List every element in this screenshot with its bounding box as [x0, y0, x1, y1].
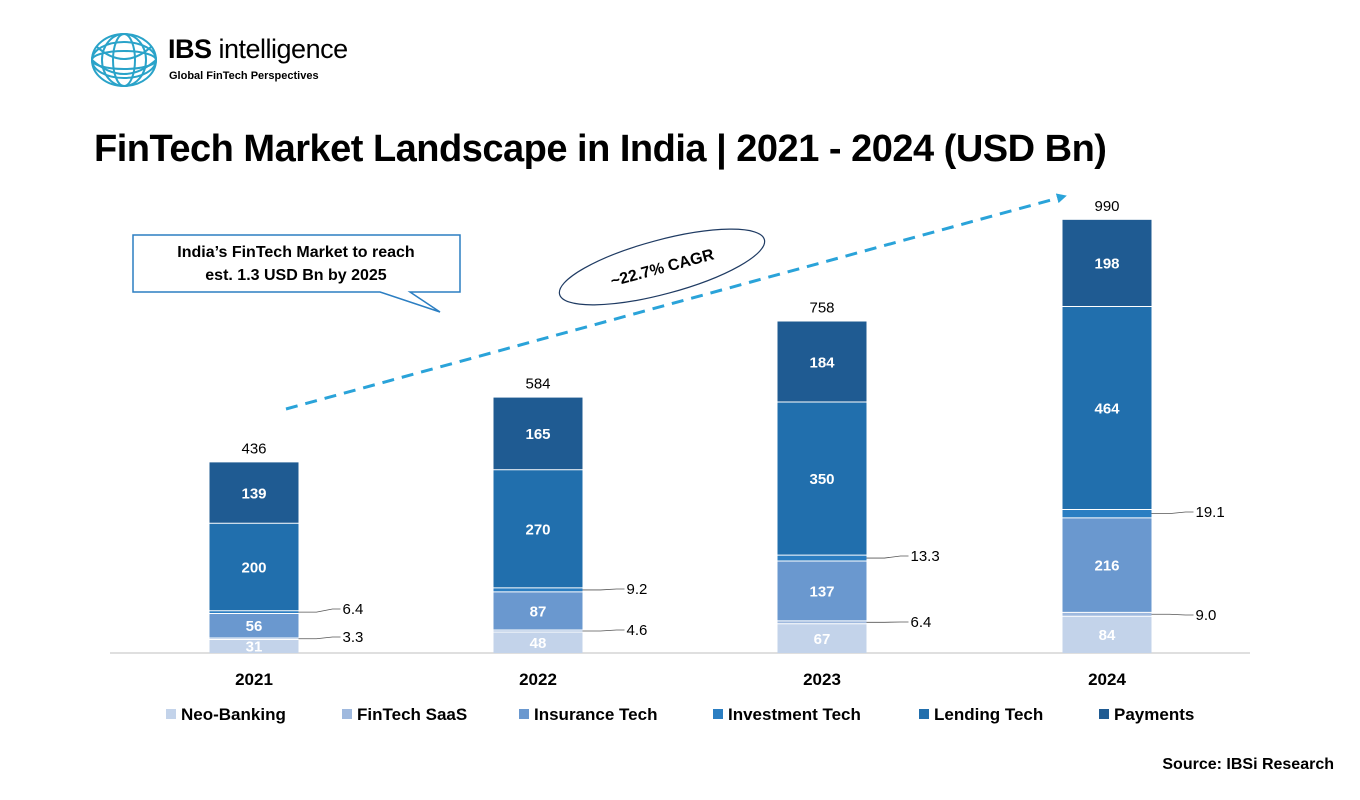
data-label-investment-tech-2021: 6.4 [343, 601, 364, 618]
data-label-neo-banking-2024: 84 [1099, 627, 1116, 644]
data-label-neo-banking-2023: 67 [814, 631, 831, 648]
leader-line-investment-tech-2021 [298, 608, 341, 613]
bar-investment-tech-2022 [493, 587, 583, 592]
bar-lending-tech-2023 [777, 402, 867, 556]
legend-item-insurance-tech: Insurance Tech [519, 705, 657, 724]
data-label-insurance-tech-2022: 87 [530, 603, 547, 620]
data-label-payments-2022: 165 [525, 426, 550, 443]
legend-item-lending-tech: Lending Tech [919, 705, 1043, 724]
bar-payments-2021 [209, 462, 299, 524]
brand-tagline: Global FinTech Perspectives [169, 70, 319, 82]
data-label-investment-tech-2023: 13.3 [911, 548, 940, 565]
data-label-lending-tech-2022: 270 [525, 521, 550, 538]
data-label-fintech-saas-2021: 3.3 [343, 629, 364, 646]
data-label-neo-banking-2022: 48 [530, 635, 547, 652]
x-tick-label-2022: 2022 [519, 670, 557, 689]
legend-label-investment-tech: Investment Tech [728, 705, 861, 724]
legend-label-payments: Payments [1114, 705, 1194, 724]
bar-lending-tech-2024 [1062, 306, 1152, 510]
source-note: Source: IBSi Research [1162, 756, 1334, 773]
cagr-badge: ~22.7% CAGR [558, 228, 766, 306]
growth-arrow [285, 193, 1067, 411]
x-tick-label-2023: 2023 [803, 670, 841, 689]
legend-swatch-fintech-saas [342, 709, 352, 719]
data-label-payments-2024: 198 [1094, 256, 1119, 273]
data-label-insurance-tech-2024: 216 [1094, 558, 1119, 575]
bar-insurance-tech-2024 [1062, 517, 1152, 613]
legend-item-neo-banking: Neo-Banking [166, 705, 286, 724]
cagr-ellipse [558, 228, 766, 306]
data-label-investment-tech-2022: 9.2 [627, 581, 648, 598]
legend-swatch-insurance-tech [519, 709, 529, 719]
data-label-lending-tech-2021: 200 [241, 559, 266, 576]
bar-investment-tech-2021 [209, 610, 299, 614]
bar-fintech-saas-2022 [493, 629, 583, 632]
leader-line-investment-tech-2023 [866, 555, 909, 559]
data-label-payments-2021: 139 [241, 485, 266, 502]
bar-payments-2022 [493, 397, 583, 470]
data-label-fintech-saas-2023: 6.4 [911, 614, 932, 631]
legend-label-lending-tech: Lending Tech [934, 705, 1043, 724]
total-label-2022: 584 [525, 376, 550, 393]
legend-swatch-payments [1099, 709, 1109, 719]
bar-fintech-saas-2021 [209, 637, 299, 640]
data-label-insurance-tech-2021: 56 [246, 618, 263, 635]
legend-item-payments: Payments [1099, 705, 1194, 724]
bar-investment-tech-2024 [1062, 509, 1152, 518]
legend-label-neo-banking: Neo-Banking [181, 705, 286, 724]
bar-fintech-saas-2024 [1062, 612, 1152, 617]
bar-insurance-tech-2022 [493, 591, 583, 630]
bar-payments-2024 [1062, 219, 1152, 307]
bar-fintech-saas-2023 [777, 620, 867, 624]
bar-neo-banking-2024 [1062, 616, 1152, 653]
bar-investment-tech-2023 [777, 555, 867, 561]
leader-line-investment-tech-2024 [1151, 511, 1194, 515]
callout-box [132, 234, 461, 313]
bar-lending-tech-2021 [209, 523, 299, 611]
data-label-investment-tech-2024: 19.1 [1196, 504, 1225, 521]
leader-line-investment-tech-2022 [582, 588, 625, 591]
bar-neo-banking-2022 [493, 632, 583, 653]
bar-payments-2023 [777, 321, 867, 403]
bar-insurance-tech-2023 [777, 560, 867, 621]
legend-item-fintech-saas: FinTech SaaS [342, 705, 467, 724]
legend-item-investment-tech: Investment Tech [713, 705, 861, 724]
brand-name: IBS intelligence [168, 34, 348, 64]
total-label-2021: 436 [241, 440, 266, 457]
brand-logo [91, 33, 157, 87]
data-label-fintech-saas-2022: 4.6 [627, 622, 648, 639]
legend-label-insurance-tech: Insurance Tech [534, 705, 657, 724]
legend-swatch-lending-tech [919, 709, 929, 719]
data-label-insurance-tech-2023: 137 [809, 583, 834, 600]
legend-swatch-neo-banking [166, 709, 176, 719]
legend-label-fintech-saas: FinTech SaaS [357, 705, 467, 724]
leader-line-fintech-saas-2022 [582, 629, 625, 632]
data-label-lending-tech-2023: 350 [809, 471, 834, 488]
bar-neo-banking-2021 [209, 639, 299, 653]
callout-text-line-1: India’s FinTech Market to reach [177, 244, 414, 261]
legend-swatch-investment-tech [713, 709, 723, 719]
x-tick-label-2021: 2021 [235, 670, 273, 689]
data-label-lending-tech-2024: 464 [1094, 400, 1120, 417]
bar-lending-tech-2022 [493, 469, 583, 588]
x-tick-label-2024: 2024 [1088, 670, 1126, 689]
total-label-2023: 758 [809, 300, 834, 317]
bar-insurance-tech-2021 [209, 613, 299, 638]
leader-line-fintech-saas-2021 [298, 636, 341, 640]
total-label-2024: 990 [1094, 198, 1119, 215]
data-label-payments-2023: 184 [809, 354, 835, 371]
leader-line-fintech-saas-2024 [1151, 613, 1194, 616]
callout-text-line-2: est. 1.3 USD Bn by 2025 [205, 267, 387, 284]
data-label-neo-banking-2021: 31 [246, 639, 263, 656]
bar-neo-banking-2023 [777, 623, 867, 653]
data-label-fintech-saas-2024: 9.0 [1196, 607, 1217, 624]
chart-title: FinTech Market Landscape in India | 2021… [94, 128, 1107, 170]
globe-icon [91, 33, 157, 87]
